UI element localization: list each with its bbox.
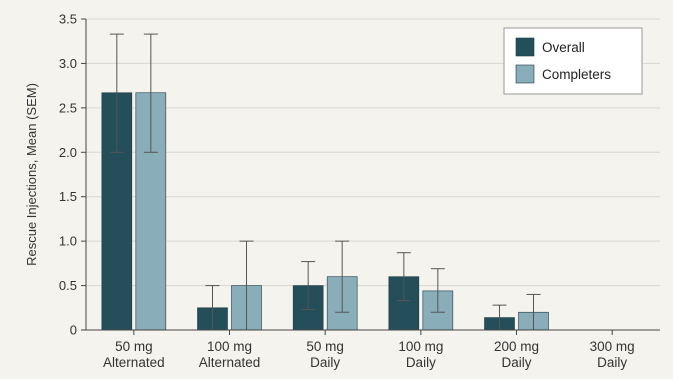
y-tick-label: 3.0 bbox=[59, 56, 77, 71]
x-tick-label-line: 200 mg bbox=[494, 339, 539, 354]
legend-swatch-completers bbox=[515, 64, 535, 84]
legend-label-overall: Overall bbox=[542, 40, 585, 55]
legend-label-completers: Completers bbox=[542, 67, 611, 82]
x-tick-label: 50 mg Alternated bbox=[103, 339, 165, 370]
axes: 0 0.5 1.0 1.5 2.0 2.5 3.0 3.5 Rescue Injections,… bbox=[24, 12, 660, 370]
legend: Overall Completers bbox=[503, 27, 643, 95]
x-tick-label-line: 50 mg bbox=[115, 339, 153, 354]
x-tick-label-line: 100 mg bbox=[207, 339, 252, 354]
x-tick-label: 200 mg Daily bbox=[494, 339, 539, 370]
x-tick-label-line: Daily bbox=[501, 355, 531, 370]
x-tick-label-line: 50 mg bbox=[306, 339, 344, 354]
x-tick-label-line: Daily bbox=[406, 355, 436, 370]
gridlines bbox=[86, 18, 660, 287]
legend-swatch-overall bbox=[515, 37, 535, 57]
y-tick-label: 1.5 bbox=[59, 189, 77, 204]
x-tick-label: 300 mg Daily bbox=[590, 339, 635, 370]
x-tick-label: 50 mg Daily bbox=[306, 339, 344, 370]
y-tick-label: 3.5 bbox=[59, 12, 77, 27]
error-bars bbox=[109, 33, 541, 330]
y-tick-label: 0 bbox=[70, 323, 77, 338]
x-tick-label-line: Alternated bbox=[199, 355, 261, 370]
y-axis-label: Rescue Injections, Mean (SEM) bbox=[24, 83, 39, 266]
x-tick-label: 100 mg Alternated bbox=[199, 339, 261, 370]
x-tick-label-line: 100 mg bbox=[398, 339, 443, 354]
x-tick-label: 100 mg Daily bbox=[398, 339, 443, 370]
x-tick-label-line: Daily bbox=[597, 355, 627, 370]
x-tick-label-line: 300 mg bbox=[590, 339, 635, 354]
bars bbox=[101, 92, 549, 331]
y-tick-label: 2.5 bbox=[59, 100, 77, 115]
x-tick-label-line: Daily bbox=[310, 355, 340, 370]
x-tick-label-line: Alternated bbox=[103, 355, 165, 370]
y-tick-label: 0.5 bbox=[59, 278, 77, 293]
y-tick-label: 1.0 bbox=[59, 234, 77, 249]
y-tick-label: 2.0 bbox=[59, 145, 77, 160]
